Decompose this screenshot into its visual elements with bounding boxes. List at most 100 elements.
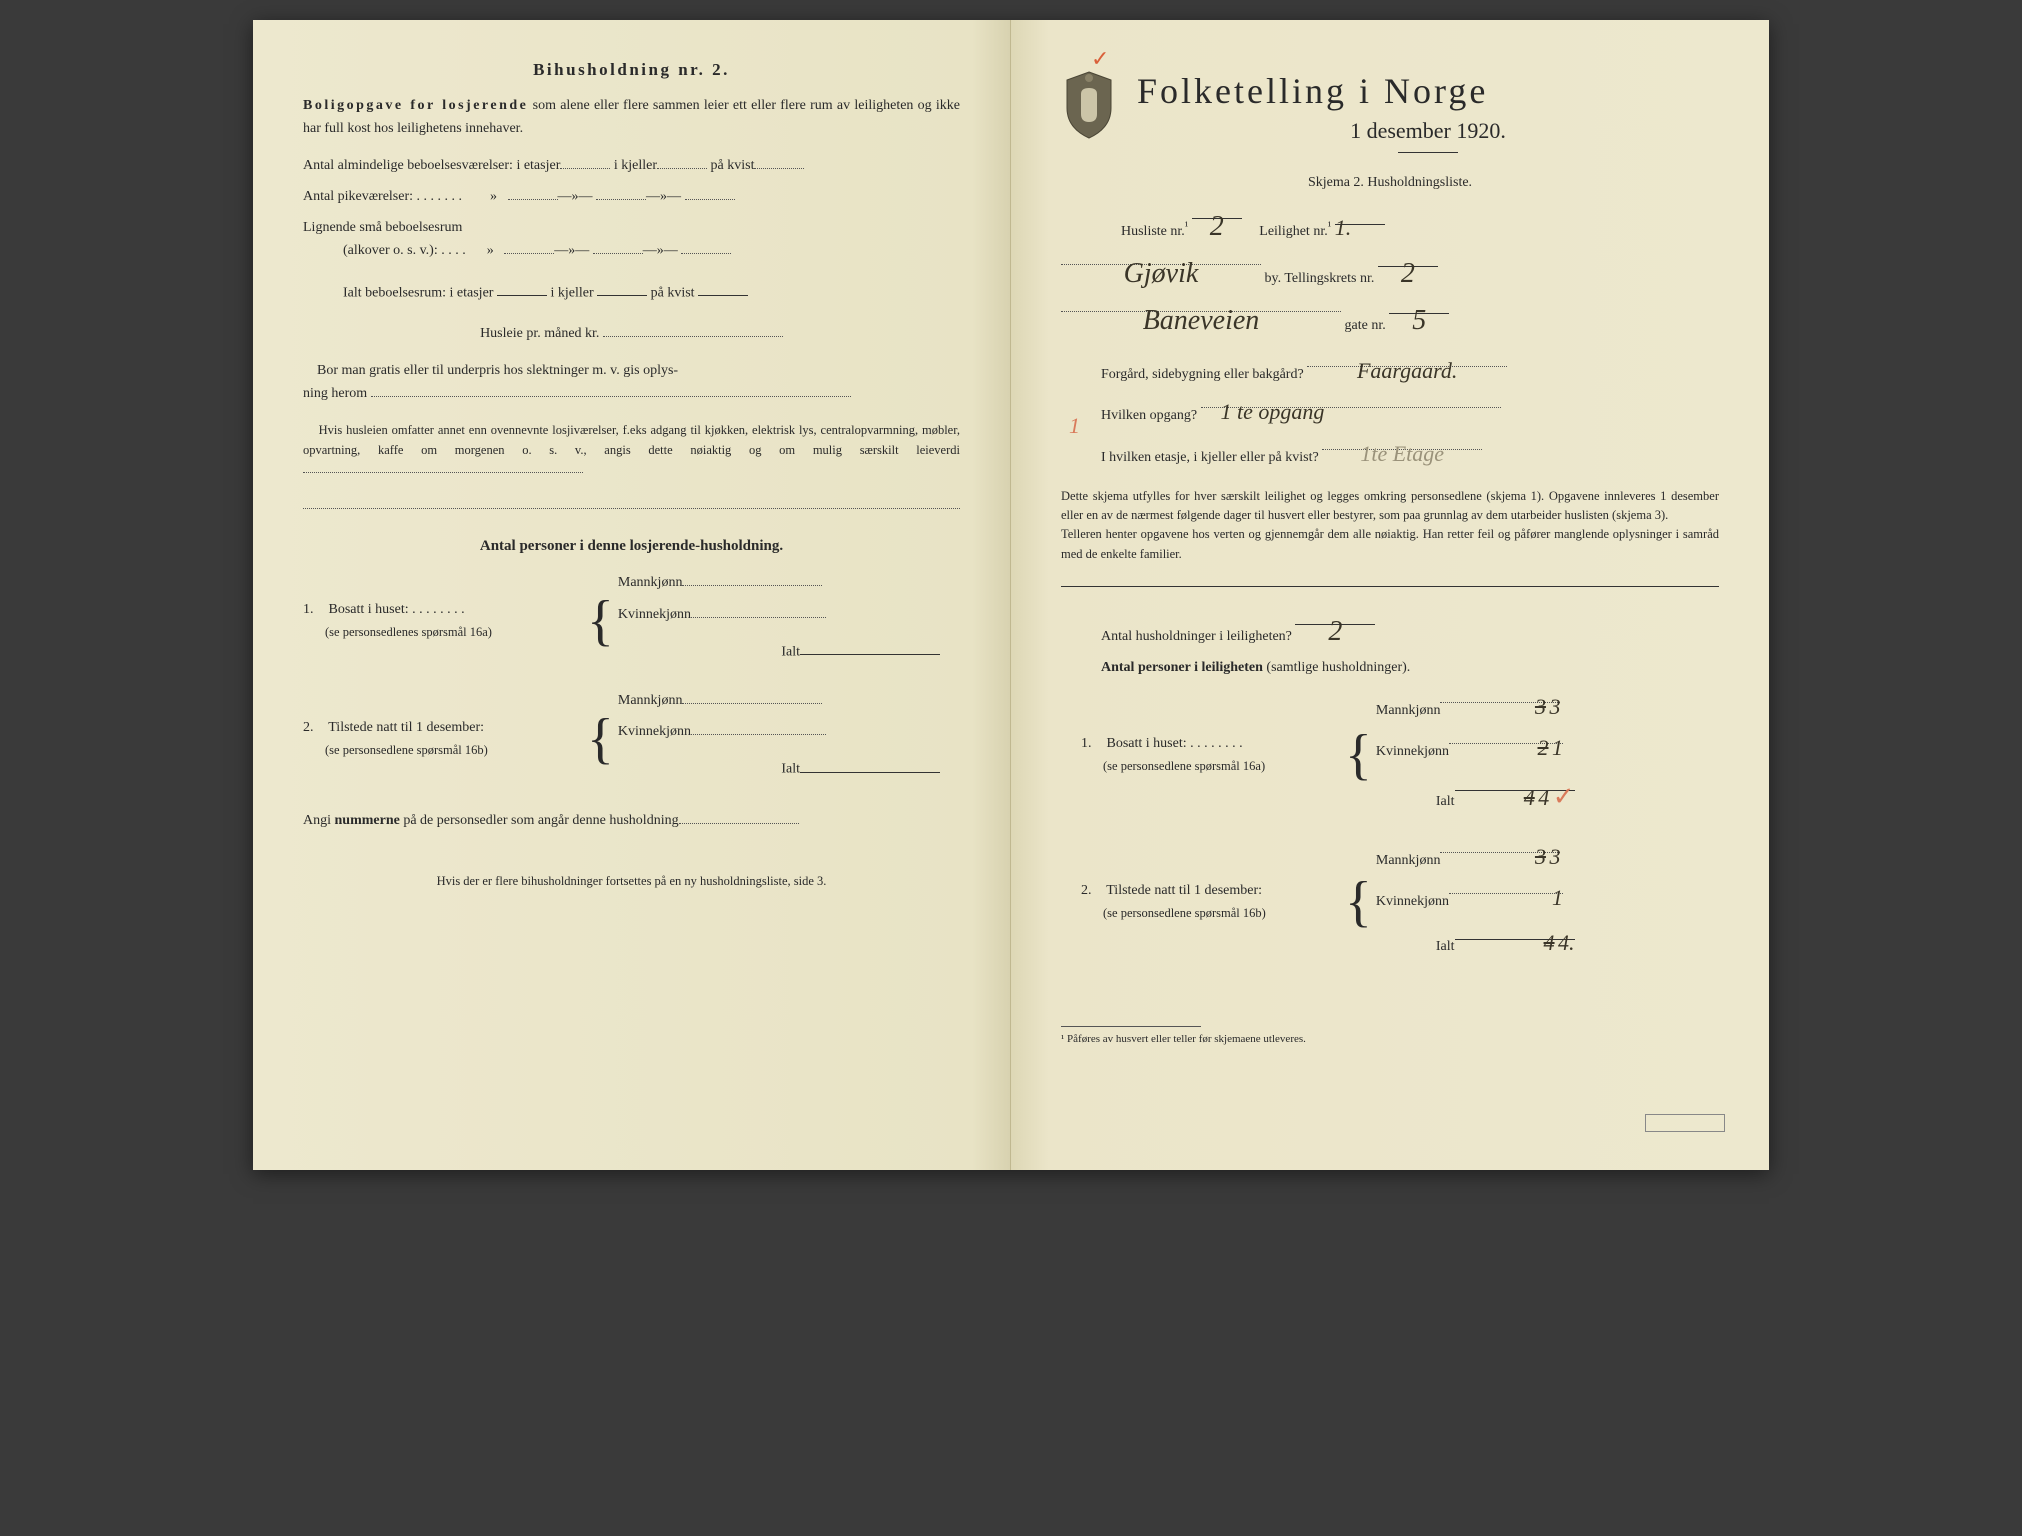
- blank: [698, 281, 748, 296]
- blank: [597, 281, 647, 296]
- by-row: Gjøvik by. Tellingskrets nr. 2: [1061, 251, 1719, 290]
- hw-b-mann: 3: [1549, 689, 1560, 725]
- coat-of-arms-icon: [1061, 70, 1117, 140]
- document-spread: Bihusholdning nr. 2. Boligopgave for los…: [253, 20, 1769, 1170]
- antal-hus-row: Antal husholdninger i leiligheten? 2: [1061, 609, 1719, 648]
- ialt-line: Ialt beboelsesrum: i etasjer i kjeller p…: [343, 281, 960, 304]
- t-ialt-field: 4 4.: [1455, 925, 1575, 940]
- opgang-label: Hvilken opgang?: [1101, 408, 1197, 423]
- hw-forgard: Faargaard.: [1357, 353, 1457, 389]
- alkover: (alkover o. s. v.): . . . .: [343, 243, 466, 258]
- mann-r: Mannkjønn: [1376, 703, 1441, 718]
- blank: [681, 240, 731, 254]
- kvinne-label: Kvinnekjønn: [618, 607, 691, 622]
- blank: [800, 757, 940, 772]
- hw-t-kvinne: 1: [1552, 880, 1563, 916]
- blank: [303, 461, 583, 474]
- gratis-2: ning herom: [303, 386, 367, 401]
- printer-stamp: [1645, 1114, 1725, 1132]
- group-tilstede-left: 2. Tilstede natt til 1 desember: (se per…: [303, 689, 960, 789]
- forgard-label: Forgård, sidebygning eller bakgård?: [1101, 367, 1304, 382]
- hw-struck: 2: [1538, 730, 1549, 766]
- etasje-row: I hvilken etasje, i kjeller eller på kvi…: [1061, 436, 1719, 469]
- ialt-r: Ialt: [1436, 794, 1455, 809]
- hw-t-mann: 3: [1549, 839, 1560, 875]
- group-bosatt-left: 1. Bosatt i huset: . . . . . . . . (se p…: [303, 571, 960, 671]
- gate-row: Baneveien gate nr. 5: [1061, 298, 1719, 337]
- b-ialt-field: 4 4 ✓: [1455, 776, 1575, 791]
- blank: [504, 240, 554, 254]
- hw-struck: 3: [1535, 689, 1546, 725]
- t-kvinne-field: 1: [1449, 880, 1563, 894]
- section-divider: [1061, 586, 1719, 587]
- hw-struck: 4: [1524, 780, 1535, 816]
- small-rooms-1: Lignende små beboelsesrum: [303, 216, 960, 239]
- brace-icon: {: [1341, 733, 1376, 778]
- divider: [1398, 152, 1458, 153]
- hw-struck: 3: [1535, 839, 1546, 875]
- mann-label: Mannkjønn: [618, 693, 683, 708]
- blank: [685, 186, 735, 200]
- blank: [371, 383, 851, 397]
- blank: [497, 281, 547, 296]
- hvis-text: Hvis husleien omfatter annet enn ovennev…: [303, 423, 960, 456]
- ialt-r2: Ialt: [1436, 939, 1455, 954]
- blank: [560, 155, 610, 169]
- left-section-title: Antal personer i denne losjerende-hushol…: [303, 538, 960, 555]
- blank-line: [303, 493, 960, 509]
- brace-icon: {: [583, 599, 618, 644]
- kvinne-r: Kvinnekjønn: [1376, 744, 1449, 759]
- tilstede-label-r: Tilstede natt til 1 desember:: [1106, 883, 1262, 898]
- red-check: ✓: [1553, 782, 1575, 811]
- num-1: 1.: [303, 598, 325, 621]
- hvis-para: Hvis husleien omfatter annet enn ovennev…: [303, 421, 960, 479]
- bosatt-label: Bosatt i huset: . . . . . . . .: [329, 602, 465, 617]
- sup-1b: ¹: [1328, 219, 1332, 232]
- group-bosatt-right: 1. Bosatt i huset: . . . . . . . . (se p…: [1061, 689, 1719, 820]
- antal-pers-sub: (samtlige husholdninger).: [1266, 660, 1410, 675]
- blank: [657, 155, 707, 169]
- subtitle-date: 1 desember 1920.: [1137, 118, 1719, 144]
- blank: [800, 640, 940, 655]
- b-mann-field: 3 3: [1440, 689, 1560, 703]
- bosatt-sub-r: (se personsedlene spørsmål 16a): [1103, 759, 1265, 773]
- left-intro: Boligopgave for losjerende som alene ell…: [303, 94, 960, 140]
- forgard-field: Faargaard.: [1307, 353, 1507, 367]
- ialt-a: Ialt beboelsesrum: i etasjer: [343, 285, 493, 300]
- footnote-divider: [1061, 1026, 1201, 1027]
- forgard-row: Forgård, sidebygning eller bakgård? Faar…: [1061, 353, 1719, 386]
- gratis-1: Bor man gratis eller til underpris hos s…: [317, 363, 678, 378]
- b-kvinne-field: 2 1: [1449, 730, 1563, 744]
- blank: [508, 186, 558, 200]
- tilstede-label: Tilstede natt til 1 desember:: [328, 720, 484, 735]
- blank: [691, 604, 826, 618]
- skjema-line: Skjema 2. Husholdningsliste.: [1061, 171, 1719, 194]
- blank: [691, 721, 826, 735]
- leilighet-label: Leilighet nr.: [1259, 224, 1327, 239]
- blank: [596, 186, 646, 200]
- mann-label: Mannkjønn: [618, 575, 683, 590]
- pike-line: Antal pikeværelser: . . . . . . . » —»— …: [303, 185, 960, 208]
- gatenr-field: 5: [1389, 298, 1449, 313]
- red-one: 1: [1069, 408, 1080, 444]
- group-tilstede-right: 2. Tilstede natt til 1 desember: (se per…: [1061, 839, 1719, 966]
- sup-1: ¹: [1185, 219, 1189, 232]
- ialt-label: Ialt: [781, 762, 800, 777]
- hw-b-kvinne: 1: [1552, 730, 1563, 766]
- nummerne: nummerne: [335, 813, 400, 828]
- krets-field: 2: [1378, 251, 1438, 266]
- antal-pers-row: Antal personer i leiligheten (samtlige h…: [1061, 656, 1719, 679]
- gratis-para: Bor man gratis eller til underpris hos s…: [303, 359, 960, 405]
- num-2: 2.: [303, 716, 325, 739]
- left-header: Bihusholdning nr. 2.: [303, 60, 960, 80]
- brace-icon: {: [583, 717, 618, 762]
- blank: [682, 690, 822, 704]
- antal-pers-label: Antal personer i leiligheten: [1101, 660, 1263, 675]
- hw-by: Gjøvik: [1124, 251, 1199, 297]
- room-1c: på kvist: [711, 158, 755, 173]
- ialt-label: Ialt: [781, 644, 800, 659]
- hw-opgang: 1 te opgang: [1221, 394, 1325, 430]
- hw-gatenr: 5: [1412, 298, 1426, 344]
- hw-leilighet: 1.: [1335, 210, 1352, 246]
- blank: [603, 323, 783, 337]
